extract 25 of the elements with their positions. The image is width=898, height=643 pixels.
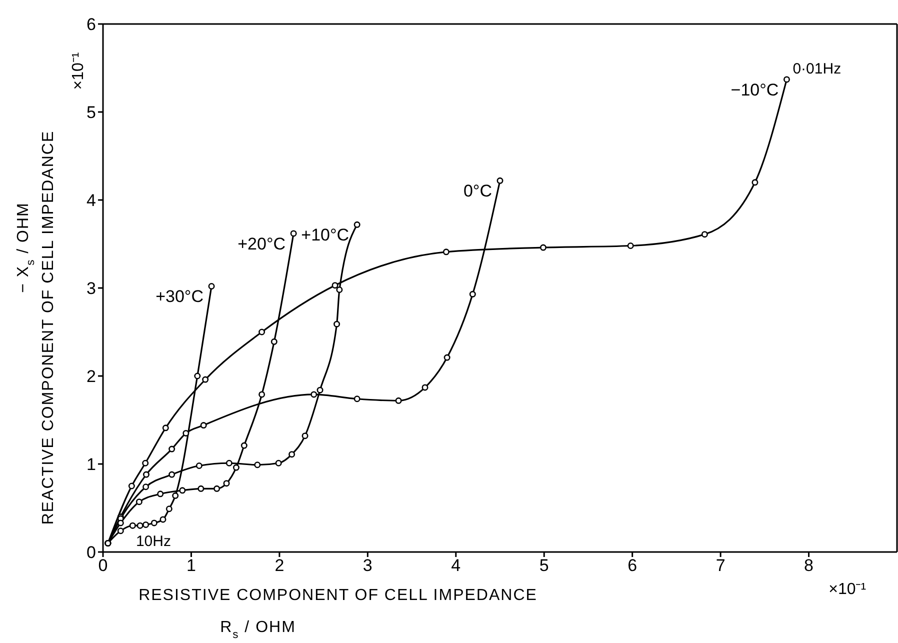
series-label: −10°C — [730, 80, 779, 100]
y-tick-label: 5 — [86, 103, 96, 122]
x-tick-label: 8 — [804, 556, 814, 576]
y-tick-label: 1 — [86, 455, 96, 474]
y-tick-label: 2 — [86, 367, 96, 386]
series-label: 0°C — [463, 182, 492, 201]
annotation: 10Hz — [136, 533, 171, 550]
series-label: +20°C — [238, 234, 286, 254]
x-axis-title: RESISTIVE COMPONENT OF CELL IMPEDANCE R$_{s}$ / OHM — [138, 587, 538, 641]
x-tick-label: 7 — [716, 556, 726, 576]
y-tick-label: 6 — [86, 15, 96, 34]
x-tick-label: 4 — [451, 556, 461, 576]
x-tick-label: 5 — [539, 556, 549, 576]
x-tick-label: 2 — [274, 556, 284, 576]
text: ×10⁻¹ — [828, 581, 866, 598]
x-tick-label: 3 — [362, 556, 372, 576]
y-tick-label: 0 — [86, 543, 96, 562]
series-label: +10°C — [301, 226, 350, 245]
y-tick-label: 4 — [86, 191, 96, 210]
text: ×10⁻¹ — [70, 52, 87, 90]
series-label: +30°C — [156, 287, 204, 306]
x-tick-label: 1 — [186, 556, 196, 576]
y-tick-label: 3 — [86, 279, 96, 298]
annotation: 0·01Hz — [792, 60, 842, 78]
x-tick-label: 6 — [628, 556, 638, 576]
